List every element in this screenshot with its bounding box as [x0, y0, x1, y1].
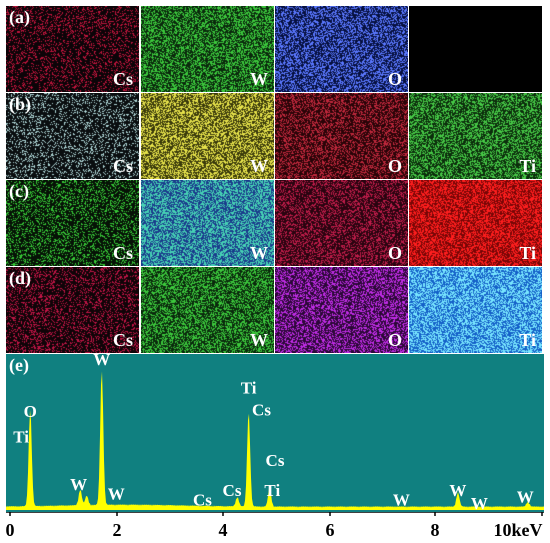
x-tick-label: 4: [219, 520, 228, 540]
element-map-image: [275, 267, 408, 353]
element-label: Ti: [519, 156, 536, 176]
peak-label: W: [393, 491, 410, 510]
element-map-image: [141, 180, 274, 266]
mapping-row-d: Cs W O Ti (d): [6, 267, 544, 353]
element-label: O: [387, 330, 402, 350]
element-map-image: [6, 180, 139, 266]
element-map-cs: Cs: [6, 180, 139, 266]
element-map-ti: Ti: [409, 180, 542, 266]
element-map-empty: [409, 6, 542, 92]
element-map-ti: Ti: [409, 267, 542, 353]
peak-label: O: [24, 402, 37, 421]
element-map-w: W: [141, 6, 274, 92]
element-map-image: [275, 180, 408, 266]
element-map-image: [6, 6, 139, 92]
element-map-image: [141, 93, 274, 179]
element-map-o: O: [275, 267, 408, 353]
mapping-row-b: Cs W O Ti (b): [6, 93, 544, 179]
element-label: Cs: [112, 156, 133, 176]
element-map-w: W: [141, 267, 274, 353]
peak-label: Ti: [241, 379, 257, 398]
peak-label: W: [449, 481, 466, 500]
element-map-cs: Cs: [6, 267, 139, 353]
peak-label: Ti: [13, 428, 29, 447]
element-label: Cs: [112, 330, 133, 350]
element-label: O: [387, 156, 402, 176]
panel-label-c: (c): [9, 181, 29, 201]
spectrum-x-axis: 0 2 4 6 8 10keV: [6, 512, 544, 540]
element-map-image: [409, 6, 542, 92]
element-map-image: [6, 93, 139, 179]
element-label: O: [387, 69, 402, 89]
element-map-w: W: [141, 180, 274, 266]
element-map-image: [275, 6, 408, 92]
peak-label: W: [471, 494, 488, 512]
x-tick-label: 8: [431, 520, 440, 540]
element-label: W: [250, 69, 268, 89]
element-map-cs: Cs: [6, 6, 139, 92]
element-map-image: [6, 267, 139, 353]
peak-label: Cs: [193, 491, 212, 510]
element-map-image: [141, 6, 274, 92]
peak-label: Cs: [266, 451, 285, 470]
element-map-ti: Ti: [409, 93, 542, 179]
panel-label-a: (a): [9, 7, 30, 27]
element-label: W: [250, 330, 268, 350]
x-tick-label: 6: [326, 520, 335, 540]
element-label: Cs: [112, 243, 133, 263]
eds-spectrum: Ti O W W W Ti Cs Cs Cs Cs Ti W W W W (e): [6, 354, 544, 512]
x-tick-label: 10keV: [494, 520, 543, 540]
x-tick-label: 0: [6, 520, 15, 540]
peak-label: W: [517, 488, 534, 507]
element-map-o: O: [275, 6, 408, 92]
panel-label-e: (e): [9, 355, 29, 375]
element-map-image: [409, 180, 542, 266]
element-label: O: [387, 243, 402, 263]
element-map-image: [409, 93, 542, 179]
element-map-o: O: [275, 180, 408, 266]
peak-label: Cs: [252, 401, 271, 420]
mapping-row-c: Cs W O Ti (c): [6, 180, 544, 266]
peak-label: Cs: [223, 481, 242, 500]
element-map-o: O: [275, 93, 408, 179]
element-label: Cs: [112, 69, 133, 89]
panel-label-d: (d): [9, 268, 31, 288]
peak-label: W: [70, 475, 87, 494]
element-label: Ti: [519, 243, 536, 263]
element-map-w: W: [141, 93, 274, 179]
x-tick-label: 2: [113, 520, 122, 540]
element-label: W: [250, 243, 268, 263]
element-map-image: [275, 93, 408, 179]
element-label: W: [250, 156, 268, 176]
panel-label-b: (b): [9, 94, 31, 114]
peak-label: Ti: [264, 481, 280, 500]
peak-label: W: [108, 484, 125, 503]
element-map-image: [409, 267, 542, 353]
mapping-row-a: Cs W O (a): [6, 6, 544, 92]
element-map-image: [141, 267, 274, 353]
peak-label: W: [93, 354, 110, 369]
element-map-cs: Cs: [6, 93, 139, 179]
element-label: Ti: [519, 330, 536, 350]
